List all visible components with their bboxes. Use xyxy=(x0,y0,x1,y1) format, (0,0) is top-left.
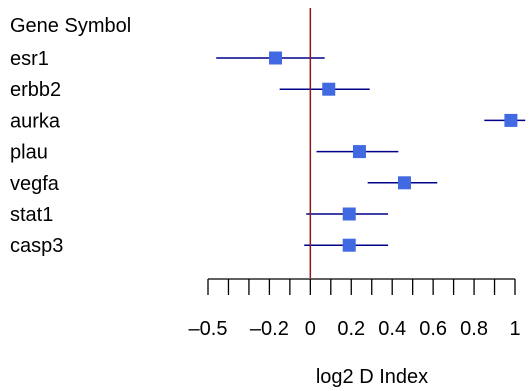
x-tick-label: 1 xyxy=(509,318,520,340)
row-label-esr1: esr1 xyxy=(10,48,49,70)
row-label-stat1: stat1 xyxy=(10,204,53,226)
x-tick-label: –0.5 xyxy=(189,318,228,340)
estimate-marker-aurka xyxy=(504,113,518,127)
estimate-marker-plau xyxy=(352,145,366,159)
estimate-marker-stat1 xyxy=(342,207,356,221)
x-tick-label: 0 xyxy=(305,318,316,340)
rows-layer: esr1 erbb2 aurka plau vegfa stat1 casp3 xyxy=(10,48,526,257)
x-tick-label: –0.2 xyxy=(250,318,289,340)
row-label-aurka: aurka xyxy=(10,110,61,132)
x-tick-label: 0.2 xyxy=(337,318,365,340)
x-axis: –0.5 –0.2 0 0.2 0.4 0.6 0.8 1 xyxy=(189,278,521,340)
estimate-marker-vegfa xyxy=(397,176,411,190)
forest-row-casp3: casp3 xyxy=(10,235,389,257)
estimate-marker-esr1 xyxy=(269,51,283,65)
row-label-erbb2: erbb2 xyxy=(10,79,61,101)
x-axis-title: log2 D Index xyxy=(316,366,428,388)
column-header: Gene Symbol xyxy=(10,15,131,37)
row-label-casp3: casp3 xyxy=(10,235,63,257)
forest-row-stat1: stat1 xyxy=(10,204,389,226)
forest-row-erbb2: erbb2 xyxy=(10,79,370,101)
x-tick-label: 0.6 xyxy=(419,318,447,340)
estimate-marker-erbb2 xyxy=(322,82,336,96)
forest-row-esr1: esr1 xyxy=(10,48,325,70)
forest-row-aurka: aurka xyxy=(10,110,526,132)
estimate-marker-casp3 xyxy=(342,238,356,252)
x-tick-label: 0.8 xyxy=(460,318,488,340)
row-label-plau: plau xyxy=(10,142,48,164)
x-tick-label: 0.4 xyxy=(378,318,406,340)
forest-row-vegfa: vegfa xyxy=(10,173,438,195)
row-label-vegfa: vegfa xyxy=(10,173,60,195)
forest-row-plau: plau xyxy=(10,142,399,164)
